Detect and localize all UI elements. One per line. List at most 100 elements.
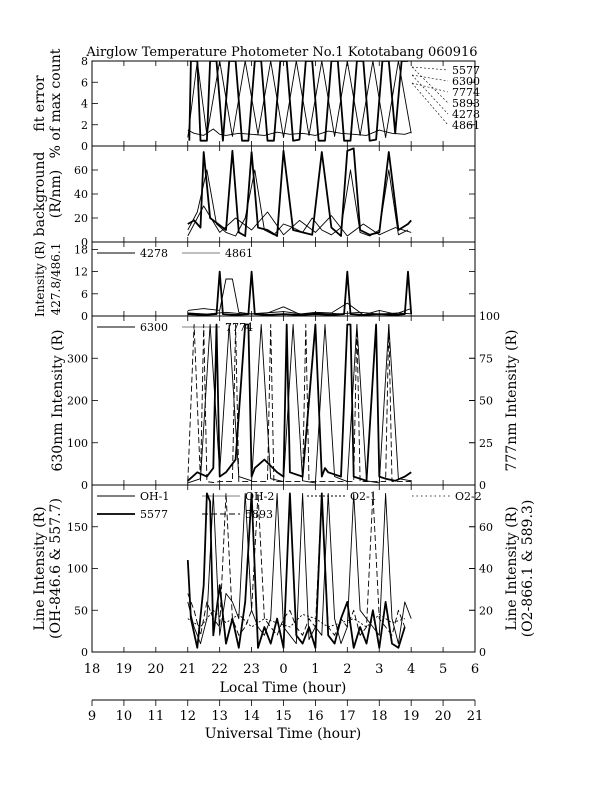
series-line-red-2: [187, 324, 412, 483]
ylabel-int4-1: 427.8/486.1: [49, 243, 63, 316]
local-tick-label: 4: [407, 662, 415, 677]
local-tick-label: 18: [84, 662, 101, 677]
ytick-label: 6: [81, 288, 88, 301]
local-tick-label: 1: [311, 662, 319, 677]
ut-tick-label: 16: [307, 709, 324, 724]
figure-title: Airglow Temperature Photometer No.1 Koto…: [85, 45, 477, 60]
ytick-label: 0: [81, 479, 88, 492]
local-tick-label: 2: [343, 662, 351, 677]
ytick-label: 0: [81, 236, 88, 249]
ut-tick-label: 11: [148, 709, 165, 724]
ytick-label: 200: [67, 395, 88, 408]
legend-label-5577: 5577: [140, 508, 168, 521]
legend-label-7774: 7774: [225, 321, 253, 334]
series-line-line-1: [187, 492, 412, 645]
legend-label-O2-1: O2-1: [350, 490, 377, 503]
ut-tick-label: 19: [403, 709, 420, 724]
ytick-label: 2: [81, 119, 88, 132]
legend-label-5893: 5893: [452, 97, 480, 110]
series-line-line-2: [187, 492, 406, 636]
ytick-label-right: 50: [479, 395, 493, 408]
ut-tick-label: 9: [88, 709, 96, 724]
legend-leader-7774: [411, 82, 449, 93]
ytick-label-right: 0: [479, 646, 486, 659]
ytick-label: 20: [74, 212, 88, 225]
ut-tick-label: 15: [275, 709, 292, 724]
local-tick-label: 19: [116, 662, 133, 677]
legend-label-4861: 4861: [452, 119, 480, 132]
series-group-line: [186, 492, 412, 649]
ytick-label: 6: [81, 76, 88, 89]
ylabel-int4-0: Intensity (R): [33, 241, 47, 317]
ytick-label-right: 25: [479, 437, 493, 450]
ytick-label-right: 60: [479, 521, 493, 534]
series-group-fit: [187, 61, 412, 142]
ut-tick-label: 12: [179, 709, 196, 724]
local-time-label: Local Time (hour): [220, 680, 347, 696]
legend-label-7774: 7774: [452, 86, 480, 99]
ytick-label: 100: [67, 563, 88, 576]
series-line-red-0: [187, 323, 412, 482]
series-line-int4-0: [187, 270, 413, 316]
ytick-label: 18: [74, 243, 88, 256]
series-group-bg: [187, 147, 412, 237]
series-line-fit-0: [188, 61, 408, 142]
local-tick-label: 3: [375, 662, 383, 677]
legend-label-6300: 6300: [140, 321, 168, 334]
panel-int4: 0 6 12 18 Intensity (R) 427.8/486.1 4278 4861: [33, 241, 476, 323]
series-line-bg-1: [187, 169, 409, 237]
ylabel-right-red: 777nm Intensity (R): [504, 329, 520, 471]
legend-label-OH-2: OH-2: [245, 490, 274, 503]
legend-label-5893: 5893: [245, 508, 273, 521]
ylabel-fit-0: fit error: [32, 75, 48, 132]
ytick-label: 0: [81, 140, 88, 153]
series-line-int4-2: [187, 311, 412, 315]
ylabel-line-1: (OH-846.6 & 557.7): [48, 498, 64, 639]
ut-tick-label: 17: [339, 709, 356, 724]
local-tick-label: 0: [279, 662, 287, 677]
series-line-bg-0: [187, 147, 412, 237]
ytick-label: 150: [67, 521, 88, 534]
ylabel-right-line-1: (O2-866.1 & 589.3): [520, 500, 536, 638]
series-line-line-0: [186, 492, 406, 649]
legend-leader-6300: [411, 74, 449, 82]
local-tick-label: 23: [243, 662, 260, 677]
series-group-int4: [187, 270, 413, 316]
legend-label-4861: 4861: [225, 247, 253, 260]
ytick-label: 50: [74, 604, 88, 617]
ytick-label: 0: [81, 646, 88, 659]
ytick-label-right: 40: [479, 563, 493, 576]
ytick-label: 8: [81, 55, 88, 68]
ytick-label: 40: [74, 188, 88, 201]
ylabel-fit-1: % of max count: [48, 48, 64, 158]
ylabel-right-line-0: Line Intensity (R): [504, 506, 520, 630]
ytick-label: 0: [81, 310, 88, 323]
local-tick-label: 20: [148, 662, 165, 677]
ut-tick-label: 10: [116, 709, 133, 724]
series-line-fit-1: [187, 128, 412, 136]
ytick-label: 60: [74, 164, 88, 177]
legend-label-O2-2: O2-2: [455, 490, 482, 503]
ytick-label-right: 100: [479, 310, 500, 323]
panel-fit: 0 2 4 6 8 fit error% of max count 557763007774…: [32, 48, 480, 158]
ytick-label: 12: [74, 266, 88, 279]
ut-tick-label: 18: [371, 709, 388, 724]
ylabel-red: 630nm Intensity (R): [50, 329, 66, 471]
legend-leader-5577: [411, 66, 449, 71]
series-line-line-3: [187, 609, 405, 628]
legend-label-6300: 6300: [452, 75, 480, 88]
legend-leader-5893: [411, 66, 449, 104]
panel-bg: 0 20 40 60 background (R/nm): [32, 145, 476, 249]
ut-tick-label: 20: [435, 709, 452, 724]
ytick-label: 100: [67, 437, 88, 450]
series-line-bg-2: [187, 205, 412, 237]
legend-label-4278: 4278: [140, 247, 168, 260]
ytick-label: 4: [81, 98, 88, 111]
ytick-label-right: 0: [479, 479, 486, 492]
